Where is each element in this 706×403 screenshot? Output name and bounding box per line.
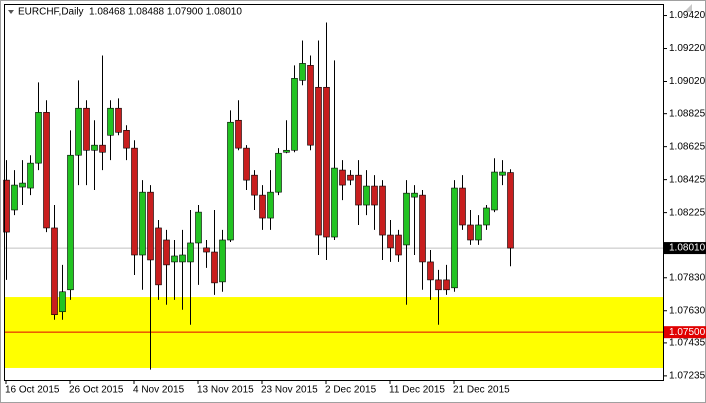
x-tick-label: 11 Dec 2015 (389, 385, 445, 396)
candle-body (355, 174, 362, 206)
y-tick-label: 1.08825 (669, 108, 706, 119)
ohlc-text: 1.08468 1.08488 1.07900 1.08010 (89, 7, 242, 18)
candle-body (299, 63, 306, 81)
candle-body (35, 112, 42, 164)
candle-body (67, 154, 74, 291)
candle-body (331, 167, 338, 238)
candle-body (27, 162, 34, 189)
candle-body (491, 171, 498, 211)
candle-body (3, 179, 10, 233)
candle-body (107, 107, 114, 136)
candle-body (283, 149, 290, 153)
candle-body (371, 185, 378, 206)
candle-body (131, 147, 138, 256)
y-tick-label: 1.09420 (669, 10, 706, 21)
candle-body (99, 144, 106, 153)
candle-body (443, 279, 450, 291)
plot-layer (3, 22, 663, 370)
candle-body (227, 121, 234, 241)
candle-body (75, 107, 82, 156)
candle-body (195, 211, 202, 244)
candle-body (307, 65, 314, 146)
candle-body (51, 227, 58, 315)
candle-body (291, 78, 298, 151)
candle-body (139, 191, 146, 256)
candle-body (507, 172, 514, 249)
x-tick-label: 26 Oct 2015 (69, 385, 124, 396)
y-tick-label: 1.08625 (669, 141, 706, 152)
candle-body (163, 239, 170, 266)
candle-body (211, 251, 218, 284)
candle-body (203, 247, 210, 253)
candle-body (19, 182, 26, 188)
candle-body (395, 234, 402, 256)
candle-body (219, 239, 226, 283)
candle-body (147, 191, 154, 261)
candle-body (243, 147, 250, 181)
candle-body (459, 187, 466, 226)
candle-body (267, 191, 274, 219)
candle-body (475, 224, 482, 241)
candle-body (83, 107, 90, 151)
y-tick-label: 1.08425 (669, 174, 706, 185)
x-tick-label: 23 Nov 2015 (261, 385, 318, 396)
candle-body (435, 279, 442, 291)
candle-body (363, 185, 370, 206)
candle-body (451, 187, 458, 289)
candle-body (123, 130, 130, 149)
candle-body (251, 174, 258, 196)
x-tick-label: 13 Nov 2015 (197, 385, 254, 396)
candle-body (59, 291, 66, 313)
x-tick-label: 4 Nov 2015 (133, 385, 185, 396)
candle-body (411, 192, 418, 198)
x-tick-label: 21 Dec 2015 (453, 385, 510, 396)
candle-body (43, 112, 50, 229)
corner-icon (684, 4, 692, 12)
candle-body (275, 152, 282, 193)
level-label: 1.07500 (669, 327, 706, 338)
candle-body (315, 86, 322, 236)
candle-body (179, 254, 186, 263)
level-box (664, 326, 706, 339)
candle-body (483, 207, 490, 226)
candle-body (235, 119, 242, 149)
x-tick-label: 16 Oct 2015 (5, 385, 60, 396)
y-tick-label: 1.07235 (669, 371, 706, 382)
candle-body (187, 242, 194, 263)
candle-body (387, 234, 394, 249)
y-tick-label: 1.08225 (669, 207, 706, 218)
candle-body (91, 144, 98, 151)
candle-body (499, 171, 506, 176)
candle-body (379, 185, 386, 236)
candle-body (11, 184, 18, 211)
candle-body (155, 227, 162, 286)
title-icon (8, 10, 14, 14)
current-price-box (664, 242, 706, 255)
y-tick-label: 1.07630 (669, 305, 706, 316)
candle-body (259, 194, 266, 219)
candle-body (347, 174, 354, 181)
candle-body (339, 169, 346, 186)
candle-body (323, 86, 330, 238)
candle-body (427, 261, 434, 281)
y-tick-label: 1.09220 (669, 43, 706, 54)
plot-border (4, 4, 664, 381)
y-tick-label: 1.07435 (669, 338, 706, 349)
y-tick-label: 1.07830 (669, 272, 706, 283)
candle-body (403, 192, 410, 246)
chart-title: EURCHF,Daily (18, 7, 84, 18)
candle-body (467, 224, 474, 241)
y-tick-label: 1.09020 (669, 76, 706, 87)
candle-body (115, 107, 122, 133)
x-tick-label: 2 Dec 2015 (325, 385, 377, 396)
candle-body (171, 255, 178, 263)
candle-body (419, 194, 426, 263)
current-price-label: 1.08010 (669, 243, 706, 254)
